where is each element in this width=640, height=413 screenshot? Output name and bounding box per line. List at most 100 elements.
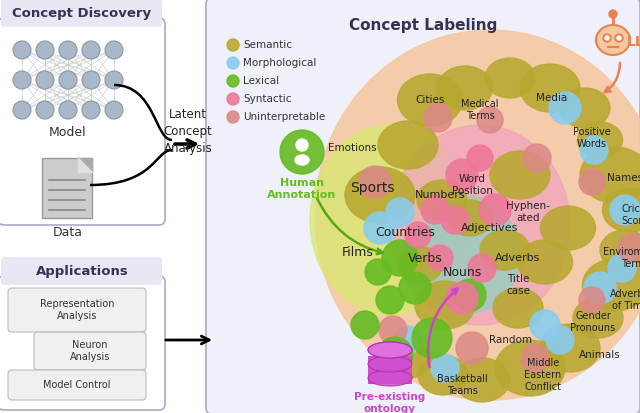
Circle shape [105,71,123,89]
Circle shape [59,101,77,119]
Circle shape [227,93,239,105]
Text: Model: Model [49,126,87,138]
Circle shape [105,101,123,119]
Circle shape [227,39,239,51]
Circle shape [296,139,308,151]
Text: Animals: Animals [579,350,621,360]
Ellipse shape [438,66,493,110]
Text: Media: Media [536,93,568,103]
Circle shape [549,92,581,124]
Circle shape [359,166,391,198]
Text: Sports: Sports [349,181,394,195]
FancyBboxPatch shape [1,0,162,27]
Text: Hyphen-
ated: Hyphen- ated [506,201,550,223]
Text: Pre-existing
ontology
taggers: Pre-existing ontology taggers [355,392,426,413]
Circle shape [59,41,77,59]
Text: Medical
Terms: Medical Terms [461,99,499,121]
Circle shape [579,169,605,195]
Circle shape [427,245,453,271]
Circle shape [382,240,418,276]
Circle shape [446,159,478,191]
Circle shape [584,272,616,304]
Text: Concept Discovery: Concept Discovery [12,7,152,21]
Text: Title
case: Title case [506,274,530,296]
Ellipse shape [485,58,535,98]
Circle shape [379,316,407,344]
Text: Model Control: Model Control [44,380,111,390]
FancyBboxPatch shape [1,257,162,285]
Bar [368,370,412,384]
Text: Gender
Pronouns: Gender Pronouns [570,311,616,333]
FancyBboxPatch shape [8,370,146,400]
Circle shape [280,130,324,174]
Ellipse shape [415,281,475,329]
Ellipse shape [580,147,640,203]
Ellipse shape [493,288,543,328]
Text: Latent
Concept
Analysis: Latent Concept Analysis [164,108,212,155]
Ellipse shape [577,122,623,158]
FancyBboxPatch shape [0,276,165,410]
Ellipse shape [518,240,573,284]
Circle shape [405,222,431,248]
Circle shape [446,282,478,314]
Circle shape [412,318,452,358]
Circle shape [424,104,452,132]
Circle shape [227,75,239,87]
Ellipse shape [390,125,570,325]
Text: Middle
Eastern
Conflict: Middle Eastern Conflict [524,358,562,392]
Text: Human
Annotation: Human Annotation [268,178,337,200]
Polygon shape [78,158,92,172]
Circle shape [105,41,123,59]
Circle shape [580,136,608,164]
Circle shape [227,111,239,123]
Circle shape [467,145,493,171]
Text: Positive
Words: Positive Words [573,127,611,149]
Ellipse shape [368,342,412,358]
Text: Enviromental
Terms: Enviromental Terms [603,247,640,269]
Circle shape [82,101,100,119]
Text: Uninterpretable: Uninterpretable [243,112,325,122]
FancyBboxPatch shape [34,332,146,370]
Circle shape [36,71,54,89]
Polygon shape [78,158,92,172]
Circle shape [617,36,621,40]
Text: Concept Labeling: Concept Labeling [349,18,497,33]
Circle shape [610,195,640,225]
Ellipse shape [378,121,438,169]
Ellipse shape [573,298,623,338]
Bar [368,356,412,370]
Circle shape [82,41,100,59]
Circle shape [523,144,551,172]
Ellipse shape [541,206,595,250]
Ellipse shape [345,167,415,223]
FancyBboxPatch shape [206,0,640,413]
Ellipse shape [295,155,309,165]
Text: Nouns: Nouns [442,266,482,278]
Circle shape [399,272,431,304]
Text: Adverbs: Adverbs [495,253,541,263]
Ellipse shape [385,342,431,378]
Circle shape [59,71,77,89]
Ellipse shape [315,30,640,400]
Text: Numbers: Numbers [415,190,465,200]
Text: Verbs: Verbs [408,252,442,264]
Circle shape [364,212,396,244]
Text: Cities: Cities [415,95,445,105]
Circle shape [82,71,100,89]
Circle shape [468,254,496,282]
Ellipse shape [417,180,467,220]
Circle shape [351,311,379,339]
Text: Countries: Countries [375,225,435,238]
Circle shape [479,194,511,226]
Circle shape [421,196,449,224]
Circle shape [376,286,404,314]
Text: Basketball
Teams: Basketball Teams [436,374,488,396]
Circle shape [36,41,54,59]
Text: Films: Films [342,245,374,259]
Circle shape [609,10,617,18]
Text: Cricket
Scores: Cricket Scores [621,204,640,226]
Circle shape [608,254,636,282]
Text: Names: Names [607,173,640,183]
Circle shape [454,279,486,311]
Ellipse shape [397,74,463,126]
